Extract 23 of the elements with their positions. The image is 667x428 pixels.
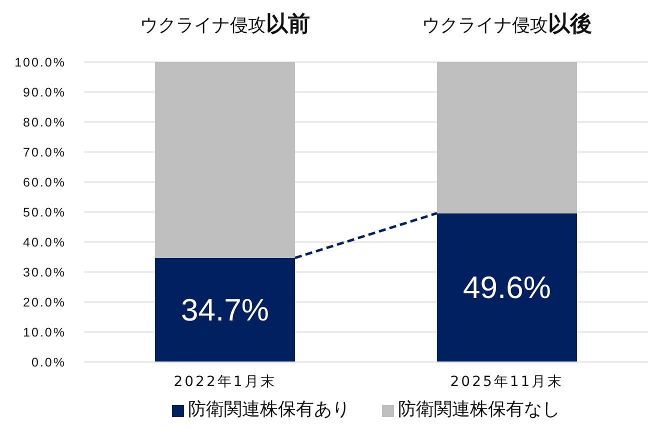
y-tick-label: 10.0% (23, 325, 66, 340)
y-tick-label: 50.0% (23, 205, 66, 220)
y-tick-label: 20.0% (23, 295, 66, 310)
bar (437, 62, 577, 214)
x-tick-label: 2025年11月末 (450, 374, 564, 390)
bar (437, 213, 577, 362)
data-label: 49.6% (463, 270, 551, 306)
x-tick-label: 2022年1月末 (174, 374, 276, 390)
y-tick-label: 30.0% (23, 265, 66, 280)
bar (155, 62, 295, 258)
bar (155, 258, 295, 362)
y-tick-label: 60.0% (23, 175, 66, 190)
y-tick-label: 70.0% (23, 145, 66, 160)
y-tick-label: 0.0% (32, 355, 66, 370)
legend-label: 防衛関連株保有あり (188, 399, 350, 420)
y-tick-label: 80.0% (23, 115, 66, 130)
data-label: 34.7% (181, 292, 269, 328)
y-tick-label: 100.0% (14, 55, 66, 70)
y-tick-label: 40.0% (23, 235, 66, 250)
annotation: ウクライナ侵攻以前 (140, 12, 310, 37)
legend-label: 防衛関連株保有なし (398, 399, 560, 420)
y-tick-label: 90.0% (23, 85, 66, 100)
annotation: ウクライナ侵攻以後 (422, 12, 592, 37)
